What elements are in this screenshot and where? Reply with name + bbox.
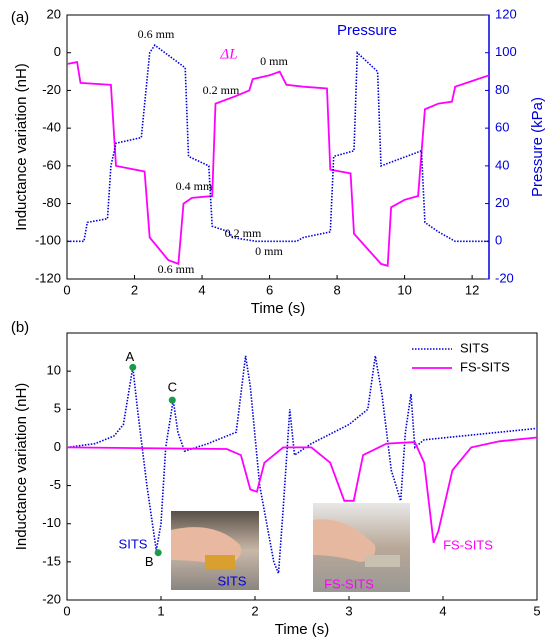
annotation: 0.4 mm <box>176 179 213 193</box>
annotation: SITS <box>218 573 247 588</box>
annotation: ΔL <box>219 46 237 62</box>
x-tick-label: 0 <box>63 603 70 618</box>
point-label: C <box>168 380 177 395</box>
inset-photo <box>171 511 259 590</box>
y2-tick-label: 60 <box>495 120 509 135</box>
annotation: 0.2 mm <box>203 83 240 97</box>
annotation: SITS <box>119 536 148 551</box>
y2-tick-label: -20 <box>495 270 514 285</box>
marker-point <box>154 549 162 557</box>
x-tick-label: 5 <box>533 603 540 618</box>
point-label: B <box>145 554 154 569</box>
y-tick-label: 5 <box>54 401 61 416</box>
x-tick-label: 1 <box>157 603 164 618</box>
x-tick-label: 2 <box>131 282 138 297</box>
x-tick-label: 6 <box>266 282 273 297</box>
y-tick-label: -100 <box>35 233 61 248</box>
y-tick-label: 0 <box>54 44 61 59</box>
legend-label: SITS <box>460 340 489 355</box>
y-axis-title: Inductance variation (nH) <box>13 383 30 551</box>
data-line <box>67 44 489 243</box>
x-axis-title: Time (s) <box>251 300 305 317</box>
annotation: 0 mm <box>260 54 288 68</box>
point-label: A <box>125 349 134 364</box>
x-tick-label: 12 <box>465 282 479 297</box>
annotation: FS-SITS <box>443 537 493 552</box>
y2-tick-label: 120 <box>495 6 517 21</box>
data-line <box>66 61 490 267</box>
y-tick-label: -60 <box>42 157 61 172</box>
y-tick-label: -80 <box>42 195 61 210</box>
legend-label: FS-SITS <box>460 359 510 374</box>
y2-tick-label: 20 <box>495 195 509 210</box>
annotation: 0.2 mm <box>225 226 262 240</box>
y-tick-label: 20 <box>47 6 61 21</box>
annotation: FS-SITS <box>324 576 374 591</box>
y-tick-label: 10 <box>47 363 61 378</box>
y-tick-label: -10 <box>42 515 61 530</box>
x-tick-label: 3 <box>345 603 352 618</box>
annotation: 0 mm <box>255 244 283 258</box>
x-tick-label: 0 <box>63 282 70 297</box>
y-tick-label: -40 <box>42 120 61 135</box>
panel-label: (b) <box>11 319 29 336</box>
x-tick-label: 4 <box>439 603 446 618</box>
y2-axis-title: Pressure (kPa) <box>529 97 546 197</box>
annotation: 0.6 mm <box>138 27 175 41</box>
x-axis-title: Time (s) <box>275 621 329 638</box>
y2-tick-label: 100 <box>495 44 517 59</box>
x-tick-label: 10 <box>397 282 411 297</box>
marker-point <box>129 363 137 371</box>
y-tick-label: -20 <box>42 591 61 606</box>
annotation: 0.6 mm <box>158 262 195 276</box>
y2-tick-label: 0 <box>495 233 502 248</box>
y-tick-label: -20 <box>42 82 61 97</box>
y-axis-title: Inductance variation (nH) <box>13 63 30 231</box>
x-tick-label: 2 <box>251 603 258 618</box>
y-tick-label: -120 <box>35 270 61 285</box>
y-tick-label: 0 <box>54 439 61 454</box>
panel-label: (a) <box>11 9 29 26</box>
y2-tick-label: 40 <box>495 157 509 172</box>
data-line <box>66 355 538 574</box>
data-line <box>66 436 538 544</box>
marker-point <box>168 396 176 404</box>
y-tick-label: -5 <box>49 477 61 492</box>
x-tick-label: 4 <box>198 282 205 297</box>
plot-frame <box>66 332 538 601</box>
x-tick-label: 8 <box>333 282 340 297</box>
inset-photo <box>313 503 410 592</box>
y-tick-label: -15 <box>42 553 61 568</box>
y2-tick-label: 80 <box>495 82 509 97</box>
annotation: Pressure <box>337 22 397 39</box>
